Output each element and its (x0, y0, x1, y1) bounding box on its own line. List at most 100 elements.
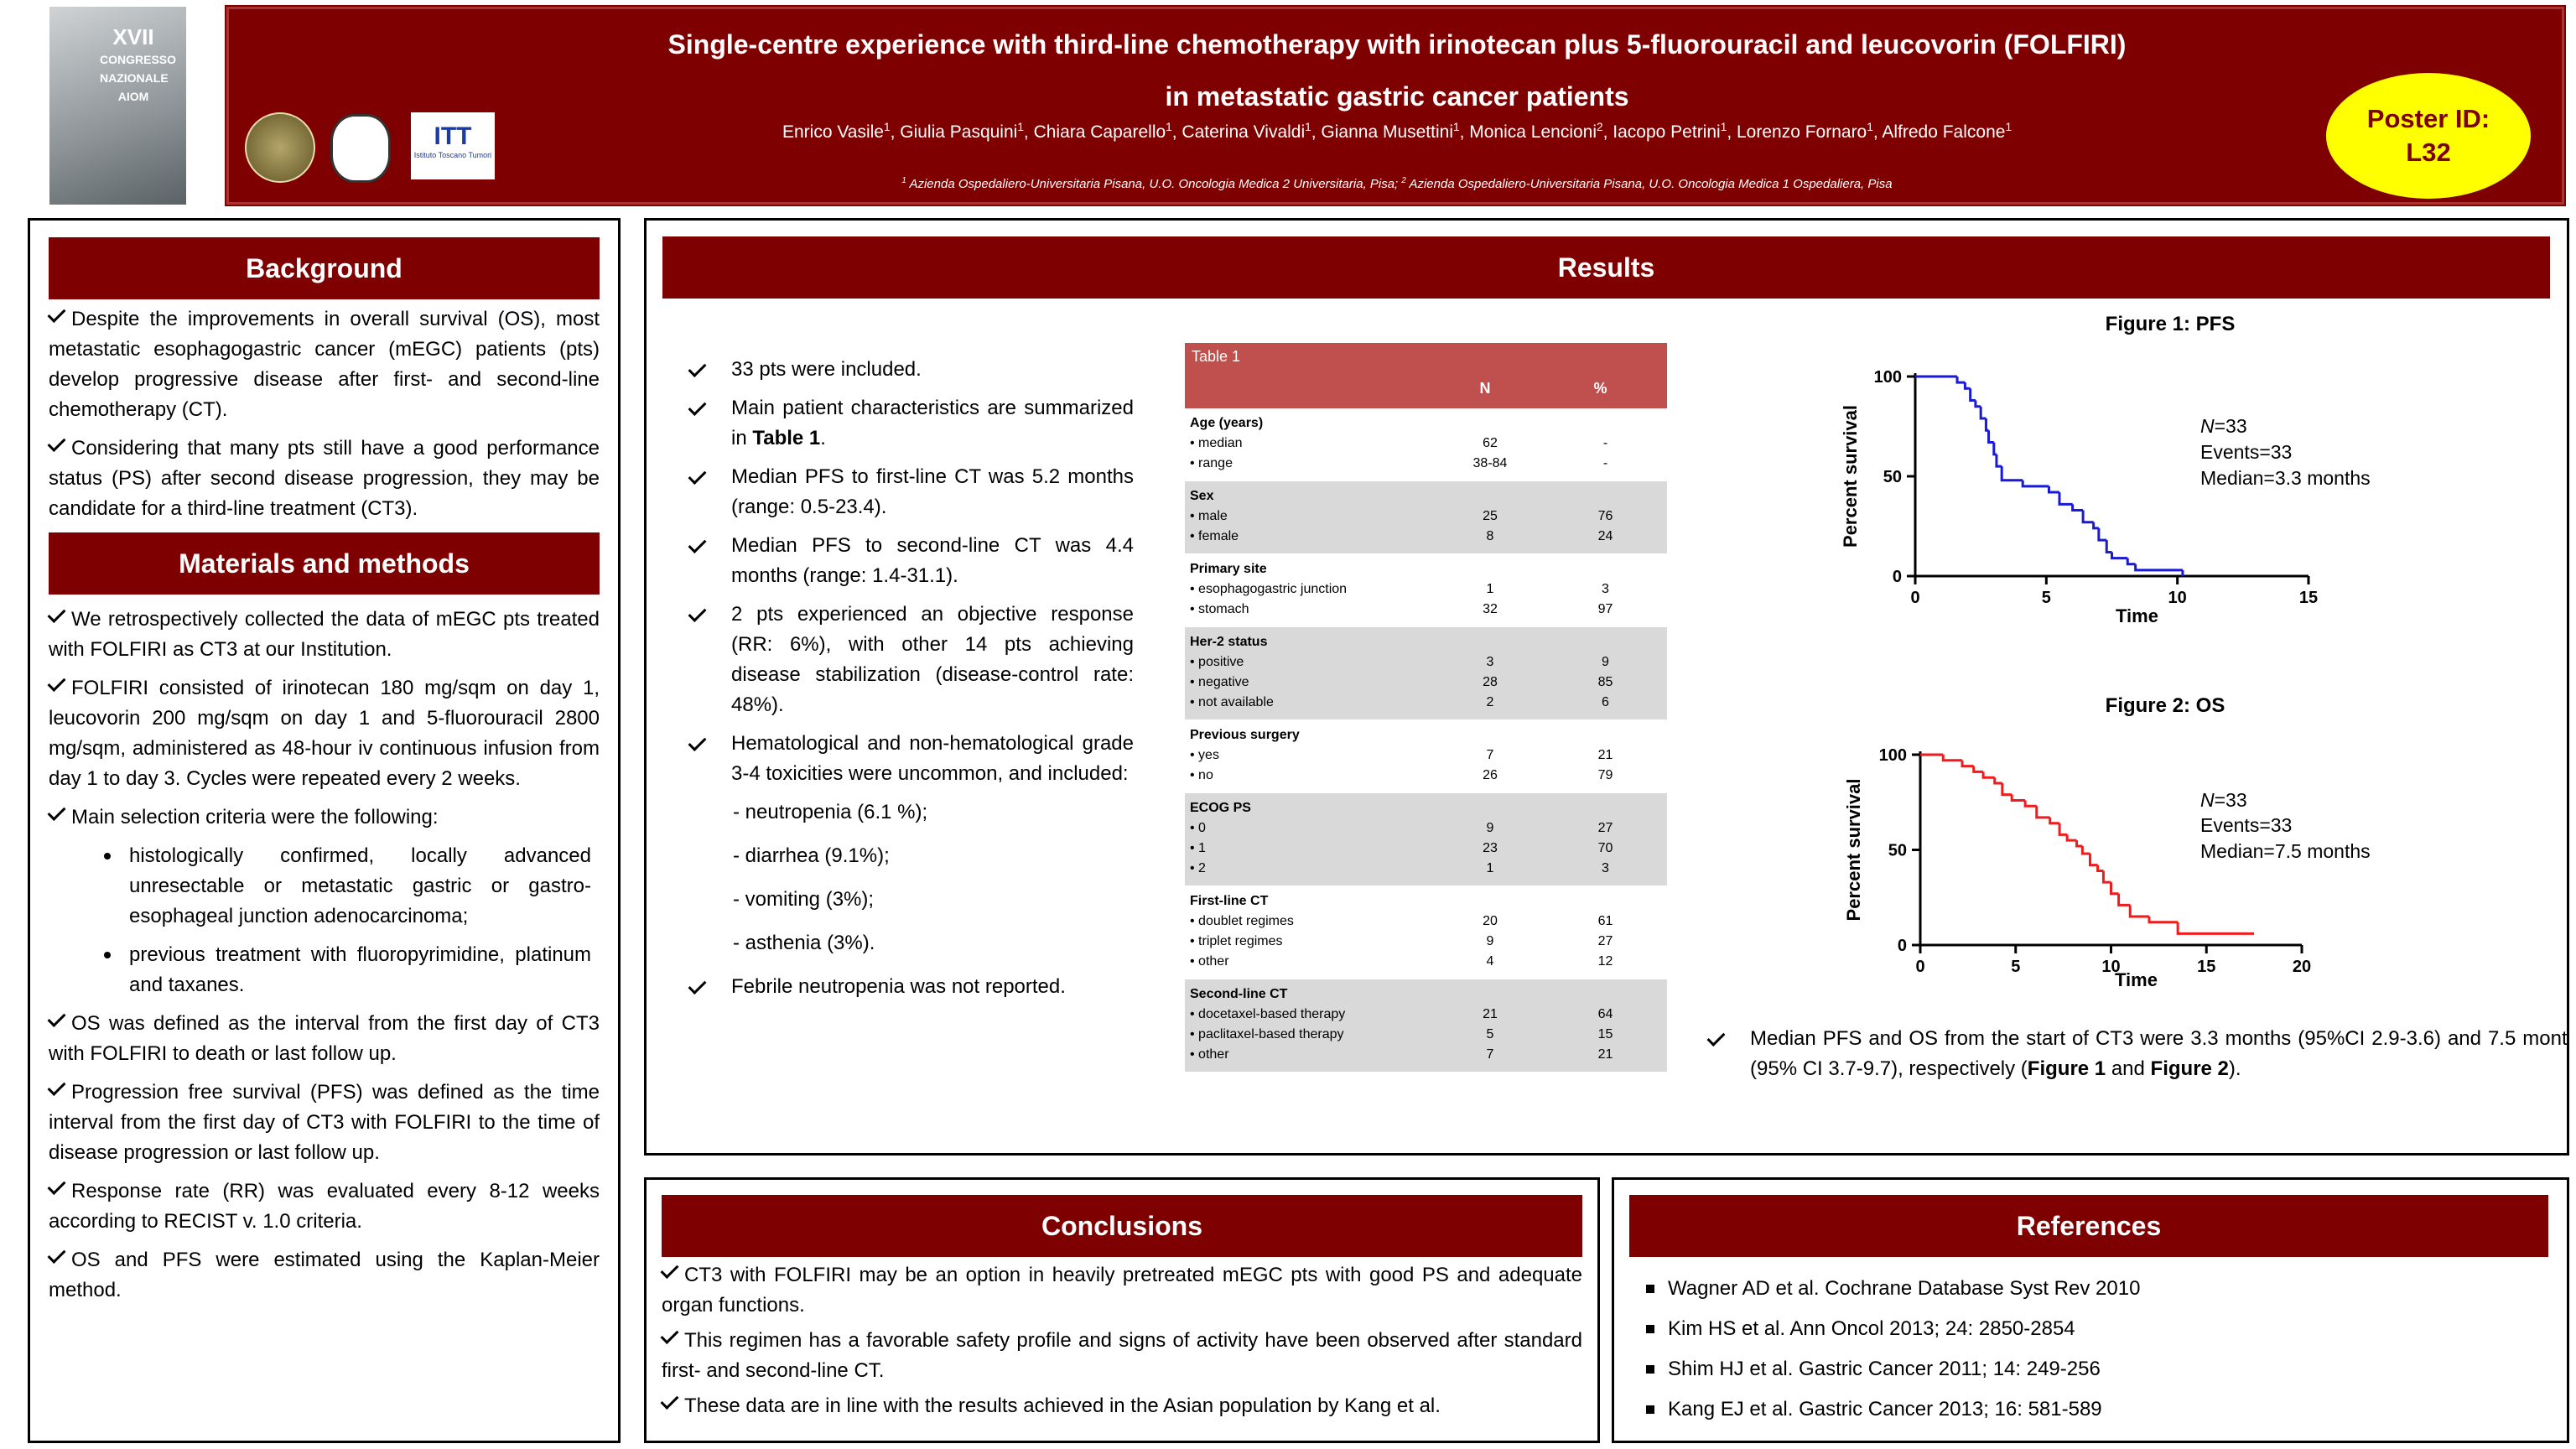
table-cell: - (1602, 436, 1608, 450)
author-text: 1 (883, 121, 891, 133)
author-text: 1 (1867, 121, 1873, 133)
table-cell: 3 (1486, 655, 1494, 669)
hospital-logo (330, 114, 391, 183)
conclusion-item: CT3 with FOLFIRI may be an option in hea… (662, 1260, 1582, 1321)
group-name: ECOG PS (1190, 801, 1251, 815)
table-row: • median 62 - (1190, 434, 1662, 454)
section-heading: Conclusions (662, 1195, 1582, 1257)
text: Main patient characteristics are summari… (731, 397, 1134, 449)
table-cell: 9 (1602, 655, 1609, 669)
table-cell: 8 (1486, 529, 1494, 543)
table-row: • yes 7 21 (1190, 745, 1662, 766)
table-cell: • 2 (1190, 861, 1206, 875)
table-cell: • triplet regimes (1190, 934, 1283, 948)
title-line: in metastatic gastric cancer patients (1165, 81, 1629, 112)
author-text: , Alfredo Falcone (1872, 122, 2006, 142)
group-name: Previous surgery (1190, 728, 1300, 742)
reference: Kim HS et al. Ann Oncol 2013; 24: 2850-2… (1643, 1314, 2548, 1344)
table-cell: • female (1190, 529, 1239, 543)
table-cell: 25 (1483, 509, 1498, 523)
background-item: Despite the improvements in overall surv… (49, 304, 600, 425)
poster-id-value: L32 (2406, 138, 2451, 167)
results-bullet: Median PFS to first-line CT was 5.2 mont… (693, 462, 1134, 522)
table: Table 1 N % Age (years) • median 62- • rang… (1185, 343, 1667, 1072)
group-name: Age (years) (1190, 416, 1264, 430)
author-text: 1 (1453, 121, 1460, 133)
table-group: Second-line CT • docetaxel-based therapy 2… (1185, 979, 1667, 1072)
summary-text: and (2106, 1057, 2151, 1080)
header (225, 5, 2566, 206)
table-row: • negative 28 85 (1190, 673, 1662, 693)
table-row: • other 7 21 (1190, 1045, 1662, 1065)
poster-id: Poster ID: L32 (2324, 71, 2532, 200)
table-row: • no 26 79 (1190, 766, 1662, 786)
table-cell: 76 (1597, 509, 1613, 523)
left-panel: Background Despite the improvements in o… (28, 218, 621, 1443)
conclusion-item: These data are in line with the results … (662, 1391, 1582, 1421)
group-name: Primary site (1190, 562, 1267, 576)
university-seal (245, 112, 315, 183)
table-cell: 24 (1597, 529, 1613, 543)
group-name: Second-line CT (1190, 987, 1288, 1001)
affiliations: 1 Azienda Ospedaliero-Universitaria Pisa… (470, 176, 2324, 191)
affiliation-text: 1 (901, 176, 906, 185)
author-text: , Monica Lencioni (1459, 122, 1597, 142)
table-cell: • male (1190, 509, 1228, 523)
toxicity-item: - vomiting (3%); (733, 888, 875, 911)
criteria-item: histologically confirmed, locally advanc… (49, 841, 600, 932)
table-cell: • stomach (1190, 602, 1249, 616)
background-item: Considering that many pts still have a g… (49, 434, 600, 524)
congress-logo: XVII CONGRESSO NAZIONALE AIOM (49, 7, 186, 205)
toxicity-item: - neutropenia (6.1 %); (733, 801, 928, 823)
group-name: Her-2 status (1190, 635, 1268, 649)
table-row: • not available 2 6 (1190, 693, 1662, 713)
methods-item: We retrospectively collected the data of… (49, 605, 600, 665)
column-header: N (1479, 380, 1491, 397)
table-cell: • median (1190, 436, 1243, 450)
author-text: , Iacopo Petrini (1602, 122, 1721, 142)
section-heading: References (1629, 1195, 2548, 1257)
table-row: • doublet regimes 20 61 (1190, 911, 1662, 932)
reference: Wagner AD et al. Cochrane Database Syst … (1643, 1274, 2548, 1304)
text-bold: Table 1 (752, 427, 821, 449)
methods-item: Progression free survival (PFS) was defi… (49, 1078, 600, 1168)
toxicity-item: - diarrhea (9.1%); (733, 844, 890, 867)
table-cell: • positive (1190, 655, 1244, 669)
conclusion-item: This regimen has a favorable safety prof… (662, 1326, 1582, 1386)
table-row: • esophagogastric junction 1 3 (1190, 579, 1662, 600)
author-text: 1 (1305, 121, 1311, 133)
author-text: 1 (2005, 121, 2012, 133)
logo-text: CONGRESSO (100, 53, 177, 66)
table-row: • docetaxel-based therapy 21 64 (1190, 1005, 1662, 1025)
table-group: Sex • male 25 76 • female 8 24 (1185, 481, 1667, 554)
table-cell: 4 (1486, 954, 1494, 969)
table-cell: • paclitaxel-based therapy (1190, 1027, 1344, 1041)
table-cell: • doublet regimes (1190, 914, 1294, 928)
results-bullets: 33 pts were included. Main patient chara… (693, 355, 1134, 1010)
section-heading: Background (49, 237, 600, 299)
table-cell: 70 (1597, 841, 1613, 855)
table-row: • 1 23 70 (1190, 839, 1662, 859)
table-row: • triplet regimes 9 27 (1190, 932, 1662, 952)
poster-id-label: Poster ID: (2366, 104, 2490, 133)
author-text: , Lorenzo Fornaro (1727, 122, 1867, 142)
table-cell: 15 (1597, 1027, 1613, 1041)
table-cell: 97 (1597, 602, 1613, 616)
criteria-item: previous treatment with fluoropyrimidine… (49, 940, 600, 1000)
table-cell: 21 (1597, 748, 1613, 762)
table-cell: • 0 (1190, 821, 1206, 835)
table-cell: 85 (1597, 675, 1613, 689)
group-name: Sex (1190, 489, 1214, 503)
itt-logo: ITT Istituto Toscano Tumori (411, 112, 495, 179)
table-cell: 1 (1486, 861, 1494, 875)
methods-item: Main selection criteria were the followi… (49, 802, 600, 833)
table-row: • paclitaxel-based therapy 5 15 (1190, 1025, 1662, 1045)
title-line: Single-centre experience with third-line… (667, 29, 2127, 60)
table-group: First-line CT • doublet regimes 20 61 • trip… (1185, 886, 1667, 979)
methods-item: FOLFIRI consisted of irinotecan 180 mg/s… (49, 673, 600, 794)
references-panel: References Wagner AD et al. Cochrane Dat… (1612, 1177, 2569, 1443)
title: Single-centre experience with third-line… (470, 18, 2324, 122)
author-text: 1 (1017, 121, 1024, 133)
summary-text: Figure 2 (2150, 1057, 2229, 1080)
